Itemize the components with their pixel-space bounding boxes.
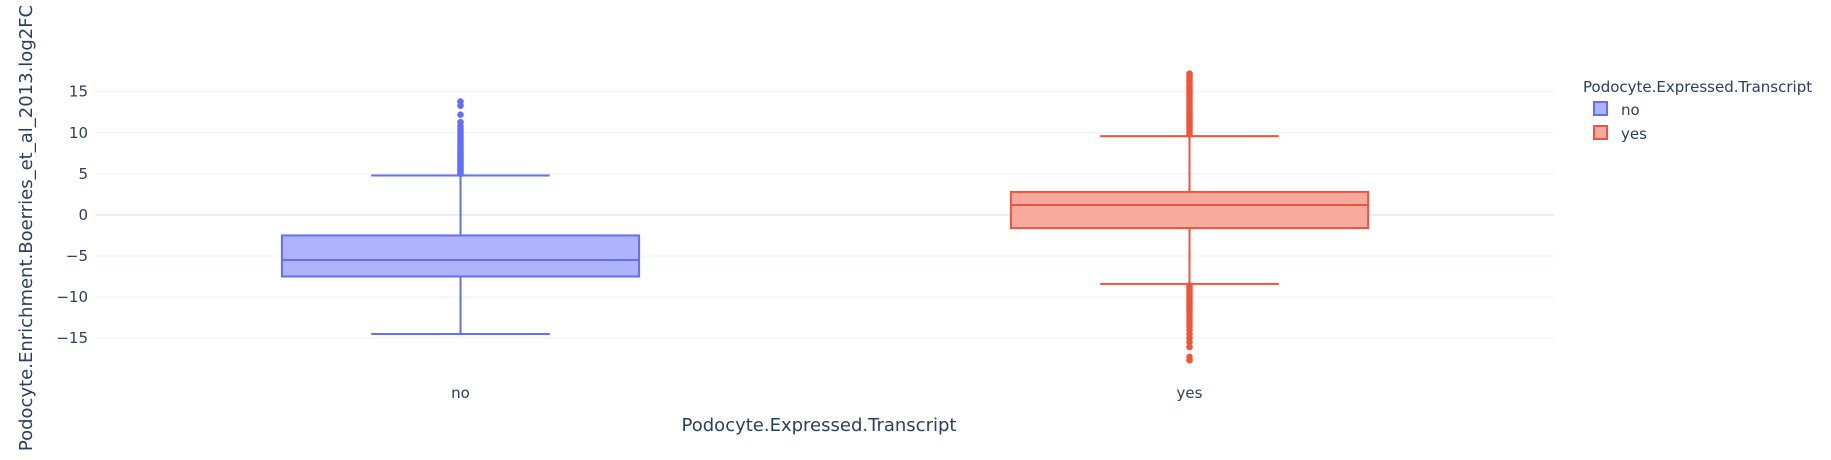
- box-iqr: [1009, 190, 1370, 230]
- outlier-point: [1186, 356, 1193, 364]
- x-axis-title: Podocyte.Expressed.Transcript: [682, 415, 957, 436]
- outlier-point: [457, 98, 464, 105]
- y-tick-label: 15: [69, 83, 88, 101]
- outlier-point: [457, 111, 464, 119]
- box-trace-yes[interactable]: [1009, 70, 1370, 364]
- y-axis-title: Podocyte.Enrichment.Boerries_et_al_2013.…: [16, 5, 37, 451]
- y-tick-label: 0: [78, 206, 88, 224]
- legend-label-no: no: [1621, 101, 1640, 119]
- y-tick-label: −15: [56, 329, 88, 347]
- y-tick-label: 5: [78, 165, 88, 183]
- legend-swatch-no: [1593, 101, 1608, 116]
- x-tick-label: yes: [1177, 384, 1203, 402]
- outlier-point: [457, 118, 464, 126]
- outlier-point: [1186, 70, 1193, 77]
- legend-label-yes: yes: [1621, 125, 1647, 143]
- legend-item-yes[interactable]: yes: [1593, 125, 1647, 143]
- x-axis-ticks: no yes: [451, 384, 1202, 402]
- legend-swatch-yes: [1593, 125, 1608, 140]
- outlier-point: [1186, 338, 1193, 346]
- box-iqr: [280, 234, 641, 278]
- box-trace-no[interactable]: [280, 98, 641, 335]
- y-axis-ticks: 15 10 5 0 −5 −10 −15: [56, 83, 88, 347]
- legend-item-no[interactable]: no: [1593, 101, 1640, 119]
- y-tick-label: −5: [66, 247, 88, 265]
- x-tick-label: no: [451, 384, 470, 402]
- y-tick-label: 10: [69, 124, 88, 142]
- outlier-point: [1186, 343, 1193, 351]
- box-traces: [280, 70, 1370, 364]
- y-tick-label: −10: [56, 288, 88, 306]
- legend: Podocyte.Expressed.Transcript no yes: [1583, 78, 1812, 143]
- legend-title: Podocyte.Expressed.Transcript: [1583, 78, 1812, 96]
